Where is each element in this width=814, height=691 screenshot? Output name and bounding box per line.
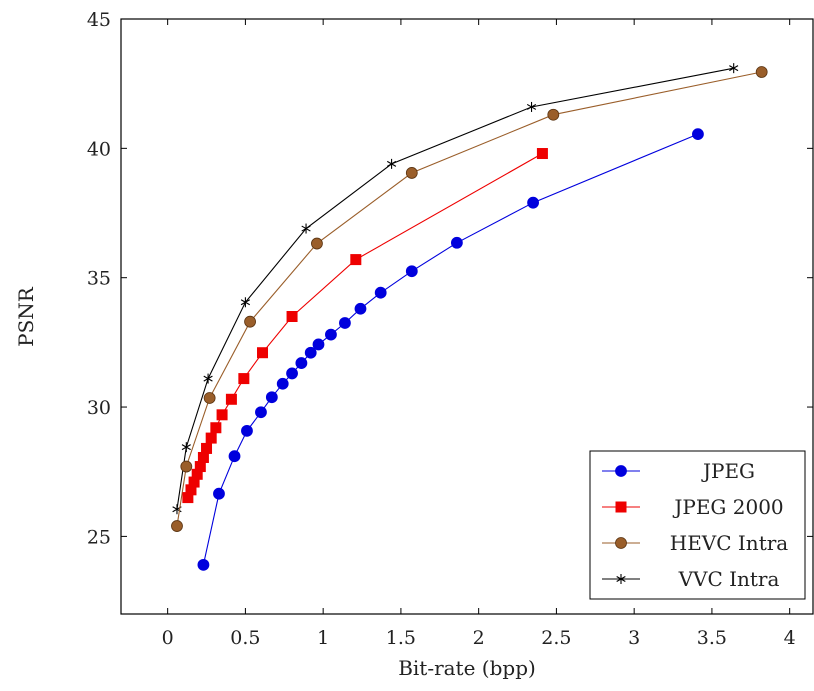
x-axis-title: Bit-rate (bpp) [398,656,536,680]
x-tick-label: 3 [628,627,640,649]
series-line-hevc-intra [176,71,762,527]
data-point-jpeg [450,236,463,249]
y-tick-label: 35 [87,268,111,290]
plot-frame [120,18,814,615]
data-point-vvc-intra [181,442,191,453]
data-point-jpeg [304,346,317,359]
data-point-jpeg-2000 [197,451,209,463]
series-line-vvc-intra [176,67,734,510]
series-hevc-intra [171,66,768,532]
data-point-jpeg [213,487,225,500]
data-point-jpeg [692,128,704,141]
x-tick-label: 4 [784,627,796,649]
plot-series [171,63,768,571]
axis-ticks: 0 0.5 1 1.5 2 2.5 3 3.5 4 25 30 35 40 45 [87,9,813,649]
data-point-jpeg-2000 [185,484,197,496]
x-tick-label: 0.5 [230,627,260,649]
data-point-jpeg [325,328,337,341]
legend-marker-hevc-intra [615,537,627,549]
data-point-jpeg-2000 [210,422,222,434]
x-tick-label: 2 [473,627,485,649]
data-point-hevc-intra [405,167,418,179]
data-point-jpeg [276,377,289,390]
legend-box [589,450,806,600]
data-point-jpeg [286,367,298,380]
legend-marker-jpeg [615,465,627,477]
data-point-jpeg-2000 [238,373,250,385]
data-point-jpeg [265,391,278,404]
data-point-jpeg [312,338,325,351]
data-point-hevc-intra [203,392,216,404]
data-point-hevc-intra [311,237,323,250]
data-point-jpeg [197,558,210,571]
y-tick-label: 25 [87,526,111,548]
data-point-jpeg [405,265,418,278]
data-point-jpeg-2000 [201,442,213,454]
data-point-hevc-intra [755,66,768,78]
data-point-jpeg-2000 [225,393,237,405]
data-point-jpeg-2000 [257,347,269,359]
data-point-jpeg [374,286,387,299]
data-point-jpeg [339,317,351,329]
data-point-jpeg [295,357,308,369]
data-point-jpeg [354,302,367,315]
series-jpeg [197,128,704,571]
data-point-jpeg-2000 [182,492,194,504]
data-point-jpeg-2000 [536,148,548,160]
legend-label-vvc-intra: VVC Intra [678,567,780,591]
legend: JPEG JPEG 2000 HEVC Intra VVC Intra [589,450,806,600]
legend-label-jpeg: JPEG [701,459,755,483]
data-point-jpeg [527,196,539,209]
data-point-vvc-intra [526,101,537,112]
y-tick-label: 40 [87,138,111,160]
data-point-hevc-intra [547,108,560,121]
data-point-hevc-intra [244,315,256,328]
data-point-vvc-intra [203,373,213,384]
data-point-jpeg-2000 [350,254,362,266]
x-tick-label: 3.5 [697,627,727,649]
data-point-vvc-intra [729,63,739,74]
data-point-jpeg-2000 [194,461,206,473]
series-jpeg-2000 [182,148,548,504]
data-point-hevc-intra [171,520,183,532]
data-point-vvc-intra [240,297,251,308]
data-point-vvc-intra [301,223,311,234]
y-axis-title: PSNR [14,286,38,347]
x-tick-label: 1.5 [386,627,416,649]
legend-marker-jpeg-2000 [615,501,627,513]
data-point-jpeg-2000 [205,432,217,444]
data-point-jpeg [255,406,267,419]
y-tick-label: 45 [87,9,111,31]
y-tick-label: 30 [87,397,111,419]
data-point-jpeg [228,450,241,463]
data-point-hevc-intra [180,460,193,473]
data-point-vvc-intra [386,158,397,169]
x-tick-label: 0 [162,627,174,649]
legend-label-jpeg-2000: JPEG 2000 [672,495,783,519]
series-line-jpeg-2000 [187,153,543,498]
x-tick-label: 1 [317,627,329,649]
data-point-jpeg-2000 [188,476,200,488]
data-point-jpeg-2000 [191,468,203,480]
x-tick-label: 2.5 [541,627,571,649]
legend-marker-vvc-intra [616,574,626,584]
data-point-jpeg-2000 [216,409,228,421]
series-vvc-intra [172,63,739,515]
data-point-jpeg [241,424,253,437]
data-point-jpeg-2000 [286,311,298,322]
legend-label-hevc-intra: HEVC Intra [670,531,789,555]
